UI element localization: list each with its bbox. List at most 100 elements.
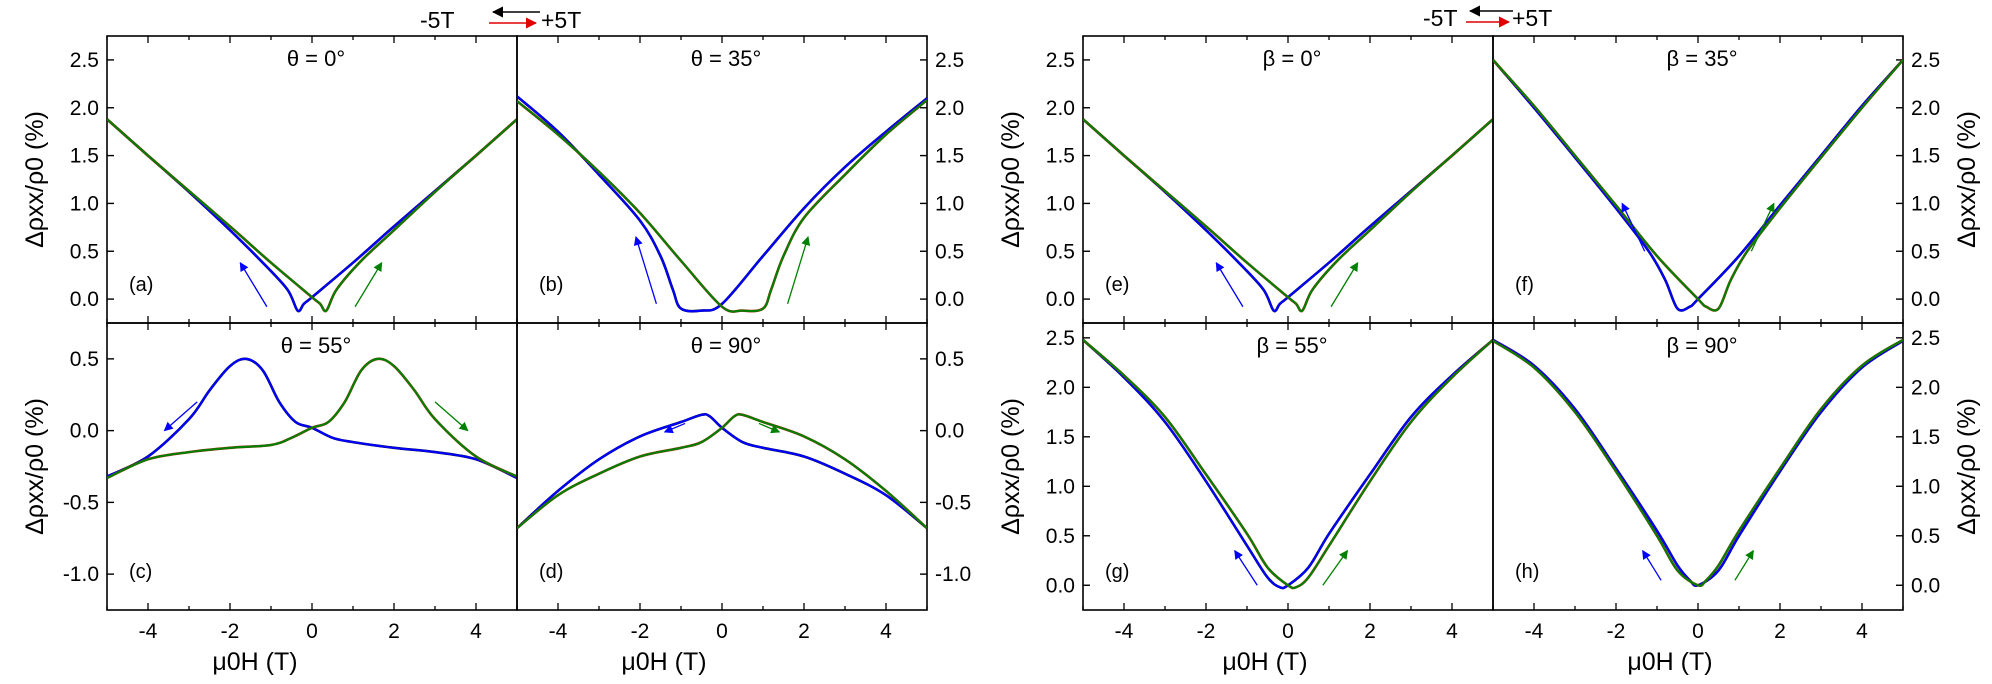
legend-left-down-label: -5T (420, 7, 455, 33)
series-line-shadow (1493, 338, 1903, 587)
ytick-label: 0.5 (935, 348, 964, 371)
sweep-arrow (239, 261, 268, 308)
sweep-arrow (786, 236, 811, 305)
xtick-label: 2 (1774, 620, 1786, 643)
axes-frame (1082, 322, 1494, 611)
legend-right-up-label: +5T (1512, 5, 1552, 31)
panel-g: 0.0 0.5 1.0 1.5 2.0 2.5 -4 -2 0 2 4 β = 55° (g) Δρxx/… (997, 322, 1494, 643)
xlabel-right: μ0H (T) (1222, 648, 1307, 676)
xtick-label: 4 (470, 620, 482, 643)
series-line-shadow (1083, 118, 1493, 313)
series-line-shadow (1493, 59, 1903, 312)
series-line (1083, 118, 1493, 313)
ylabel: Δρxx/ρ0 (%) (997, 398, 1025, 535)
series-line-shadow (1083, 118, 1493, 313)
series-line (1493, 59, 1903, 312)
ytick-label: 0.5 (1911, 525, 1940, 548)
panel-title: β = 90° (1667, 333, 1738, 358)
ytick-label: 2.0 (1911, 376, 1940, 399)
panel-d: -1.0 -0.5 0.0 0.5 -4 -2 0 2 4 θ = 90° (d) (516, 322, 971, 643)
ytick-label: 2.0 (1046, 376, 1075, 399)
series-line-shadow (517, 413, 927, 530)
ytick-label: 0.5 (1046, 525, 1075, 548)
panel-label: (h) (1515, 561, 1539, 583)
ylabel: Δρxx/ρ0 (%) (21, 398, 49, 535)
sweep-arrow (163, 401, 198, 432)
xtick-label: -2 (1197, 620, 1216, 643)
xtick-label: 0 (716, 620, 728, 643)
series-line (517, 95, 927, 313)
panel-label: (d) (539, 561, 563, 583)
panel-label: (f) (1515, 274, 1534, 296)
panel-h: 0.0 0.5 1.0 1.5 2.0 2.5 -4 -2 0 2 4 β = 90° (h) Δρxx/… (1492, 322, 1981, 643)
series-line-shadow (107, 118, 517, 313)
series-line-shadow (107, 118, 517, 313)
sweep-arrow (1642, 549, 1662, 581)
panel-label: (b) (539, 274, 563, 296)
series-line-shadow (517, 95, 927, 313)
series-line-shadow (517, 99, 927, 313)
sweep-arrow (633, 236, 658, 305)
sweep-arrow (1750, 202, 1775, 252)
ytick-label: 1.0 (1046, 475, 1075, 498)
xtick-label: 2 (388, 620, 400, 643)
ytick-label: 0.0 (1911, 288, 1940, 311)
xlabel-left: μ0H (T) (212, 648, 297, 676)
xtick-label: 0 (306, 620, 318, 643)
panel-e: 0.0 0.5 1.0 1.5 2.0 2.5 β = 0° (e) Δρxx/ρ0 (%) (997, 35, 1494, 324)
panel-title: θ = 55° (281, 333, 352, 358)
series-line (1083, 338, 1493, 590)
series-line-shadow (107, 357, 517, 480)
ytick-label: 1.0 (1911, 475, 1940, 498)
ytick-label: 0.0 (1046, 574, 1075, 597)
axes-frame (1082, 35, 1494, 324)
ytick-label: 2.5 (1046, 327, 1075, 350)
ytick-label: 2.5 (1911, 327, 1940, 350)
panel-label: (e) (1105, 274, 1129, 296)
series-line (1083, 338, 1493, 590)
ytick-label: 0.5 (70, 348, 99, 371)
ytick-label: 2.5 (70, 49, 99, 72)
ytick-label: 1.5 (1911, 145, 1940, 168)
series-line (1493, 338, 1903, 587)
axes-frame (516, 35, 928, 324)
legend-right: -5T +5T (1423, 5, 1552, 31)
panels: 0.00.51.01.52.02.5 θ = 0°(a)Δρxx/ρ0 (%)0.… (21, 35, 1981, 643)
xtick-label: -2 (631, 620, 650, 643)
xlabel-right-2: μ0H (T) (1627, 648, 1712, 676)
panel-f: 0.0 0.5 1.0 1.5 2.0 2.5 β = 35° (f) Δρxx/ρ0 (%) (1492, 35, 1981, 324)
xtick-label: -4 (549, 620, 568, 643)
xlabel-left-2: μ0H (T) (621, 648, 706, 676)
series-line-shadow (1083, 338, 1493, 590)
panel-c: -1.0 -0.5 0.0 0.5 -4 -2 0 2 4 θ = 55° (c) Δρxx/ρ0 (… (21, 322, 518, 643)
xtick-label: -4 (139, 620, 158, 643)
sweep-arrow (1330, 261, 1359, 308)
series-line-shadow (517, 413, 927, 530)
ytick-label: 1.0 (1046, 192, 1075, 215)
series-line (517, 413, 927, 530)
xtick-label: -4 (1115, 620, 1134, 643)
series-line-shadow (107, 357, 517, 480)
panel-title: θ = 0° (287, 46, 345, 71)
ytick-label: 0.0 (1046, 288, 1075, 311)
sweep-arrow (1621, 202, 1646, 252)
ytick-label: 0.5 (70, 240, 99, 263)
ylabel: Δρxx/ρ0 (%) (21, 111, 49, 248)
ytick-label: 0.5 (1911, 240, 1940, 263)
sweep-arrow (434, 401, 469, 432)
series-line (107, 118, 517, 313)
ytick-label: -1.0 (63, 563, 99, 586)
xtick-label: 2 (798, 620, 810, 643)
xtick-label: 0 (1692, 620, 1704, 643)
panel-label: (c) (129, 561, 152, 583)
ytick-label: 2.5 (1911, 49, 1940, 72)
ytick-label: 0.0 (935, 420, 964, 443)
series-line (107, 357, 517, 480)
sweep-arrow (1734, 549, 1754, 581)
ytick-label: 1.0 (70, 192, 99, 215)
ytick-label: 2.0 (935, 97, 964, 120)
ytick-label: 0.0 (935, 288, 964, 311)
ytick-label: 1.5 (1911, 426, 1940, 449)
panel-title: β = 0° (1263, 46, 1322, 71)
ytick-label: 1.5 (935, 145, 964, 168)
